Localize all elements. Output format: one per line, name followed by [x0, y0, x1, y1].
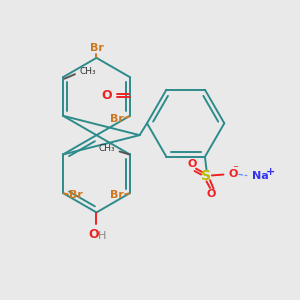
- Text: CH₃: CH₃: [80, 67, 96, 76]
- Text: +: +: [266, 167, 275, 177]
- Text: Br: Br: [69, 190, 83, 200]
- Text: S: S: [202, 169, 212, 183]
- Text: Br: Br: [110, 190, 124, 200]
- Text: O: O: [187, 159, 196, 170]
- Text: O: O: [206, 189, 216, 199]
- Text: ⁻: ⁻: [232, 164, 238, 174]
- Text: O: O: [89, 228, 99, 241]
- Text: Br: Br: [110, 114, 124, 124]
- Text: H: H: [98, 231, 106, 241]
- Text: Br: Br: [90, 43, 104, 52]
- Text: O: O: [101, 89, 112, 102]
- Text: CH₃: CH₃: [98, 144, 115, 153]
- Text: Na: Na: [252, 171, 269, 181]
- Text: O: O: [229, 169, 238, 179]
